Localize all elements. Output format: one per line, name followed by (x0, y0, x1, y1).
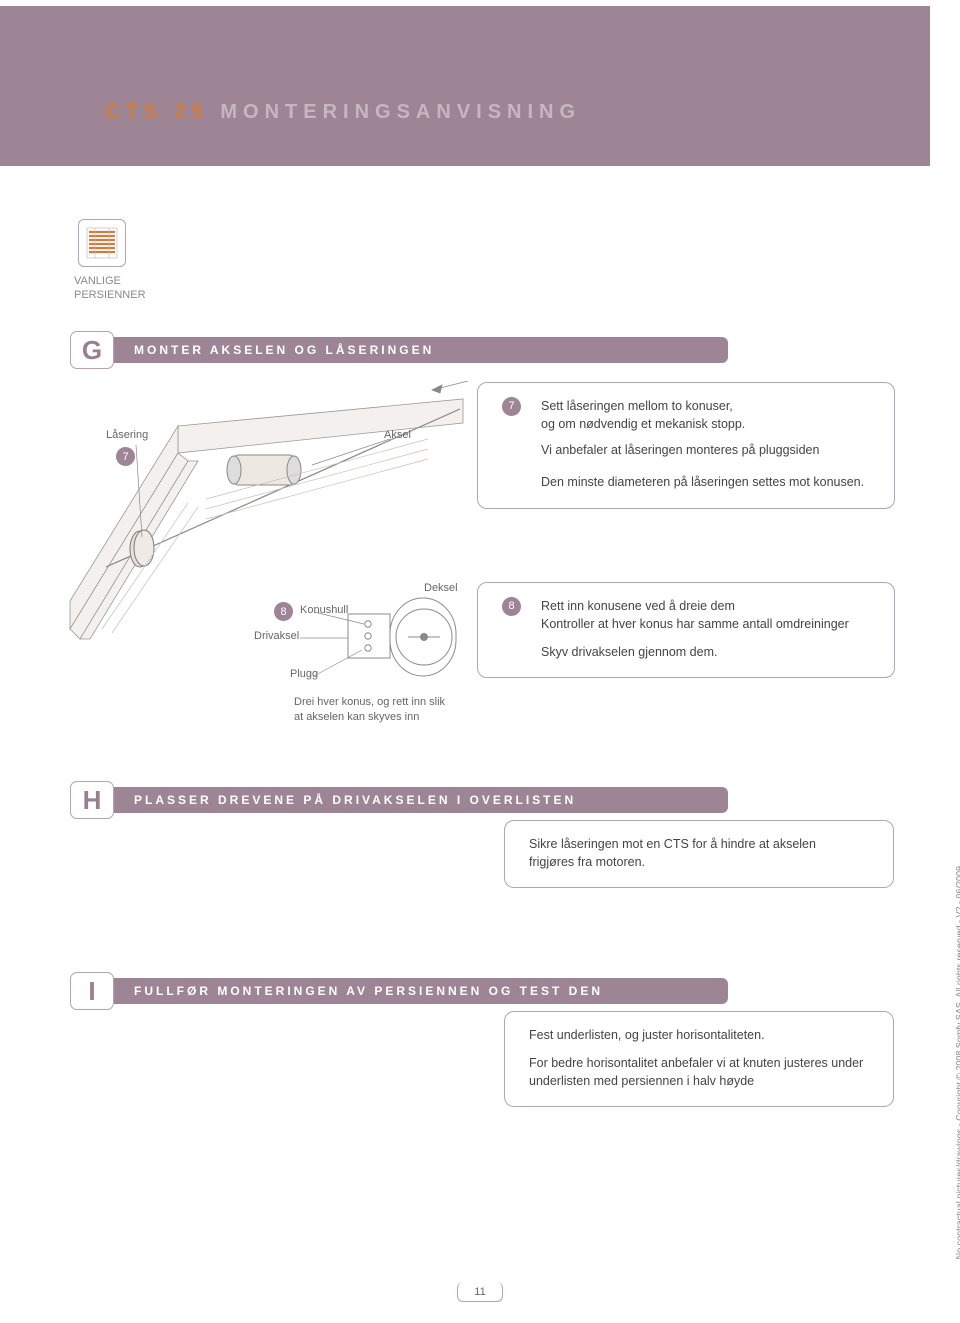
label-lasering: Låsering (106, 429, 148, 441)
label-drivaksel: Drivaksel (254, 630, 299, 642)
label-aksel: Aksel (384, 429, 411, 441)
header-title: CTS 25 MONTERINGSANVISNING (105, 101, 930, 124)
callout-8: 8 (274, 602, 293, 621)
num-7: 7 (502, 397, 521, 416)
title-suffix: MONTERINGSANVISNING (220, 101, 581, 123)
header-band: CTS 25 MONTERINGSANVISNING (0, 6, 930, 166)
product-line2: PERSIENNER (74, 289, 146, 301)
info-box-8: 8 Rett inn konusene ved å dreie dem Kont… (477, 582, 895, 678)
boxh-l1: Sikre låseringen mot en CTS for å hindre… (529, 835, 869, 853)
boxi-l2: For bedre horisontalitet anbefaler vi at… (529, 1054, 869, 1090)
box8-l2: Kontroller at hver konus har samme antal… (541, 615, 849, 633)
box7-l2: og om nødvendig et mekanisk stopp. (541, 415, 864, 433)
blinds-icon (85, 226, 119, 260)
info-box-i: Fest underlisten, og juster horisontalit… (504, 1011, 894, 1107)
product-line1: VANLIGE (74, 275, 121, 287)
note-step8: Drei hver konus, og rett inn slik at aks… (294, 695, 454, 725)
title-prefix: CTS 25 (105, 101, 209, 123)
box8-l1: Rett inn konusene ved å dreie dem (541, 597, 849, 615)
section-bar-i: FULLFØR MONTERINGEN AV PERSIENNEN OG TES… (114, 978, 728, 1004)
info-box-h: Sikre låseringen mot en CTS for å hindre… (504, 820, 894, 888)
section-letter-g: G (70, 331, 114, 369)
box7-l4: Den minste diameteren på låseringen sett… (541, 473, 864, 491)
label-deksel: Deksel (424, 582, 458, 594)
product-label: VANLIGE PERSIENNER (74, 274, 146, 303)
callout-7: 7 (116, 447, 135, 466)
num-8: 8 (502, 597, 521, 616)
box7-l3: Vi anbefaler at låseringen monteres på p… (541, 441, 864, 459)
section-letter-h: H (70, 781, 114, 819)
product-icon-box (78, 219, 126, 267)
box8-l3: Skyv drivakselen gjennom dem. (541, 643, 849, 661)
section-bar-h: PLASSER DREVENE PÅ DRIVAKSELEN I OVERLIS… (114, 787, 728, 813)
box7-l1: Sett låseringen mellom to konuser, (541, 397, 864, 415)
page-number: 11 (457, 1282, 503, 1302)
boxi-l1: Fest underlisten, og juster horisontalit… (529, 1026, 869, 1044)
section-bar-g: MONTER AKSELEN OG LÅSERINGEN (114, 337, 728, 363)
section-letter-i: I (70, 972, 114, 1010)
info-box-7: 7 Sett låseringen mellom to konuser, og … (477, 382, 895, 509)
diagram-step8: 8 Konushull Drivaksel Plugg Deksel (256, 588, 466, 693)
copyright: No contractual pictures/drawings - Copyr… (954, 866, 960, 1259)
label-konushull: Konushull (300, 604, 348, 616)
label-plugg: Plugg (290, 668, 318, 680)
boxh-l2: frigjøres fra motoren. (529, 853, 869, 871)
